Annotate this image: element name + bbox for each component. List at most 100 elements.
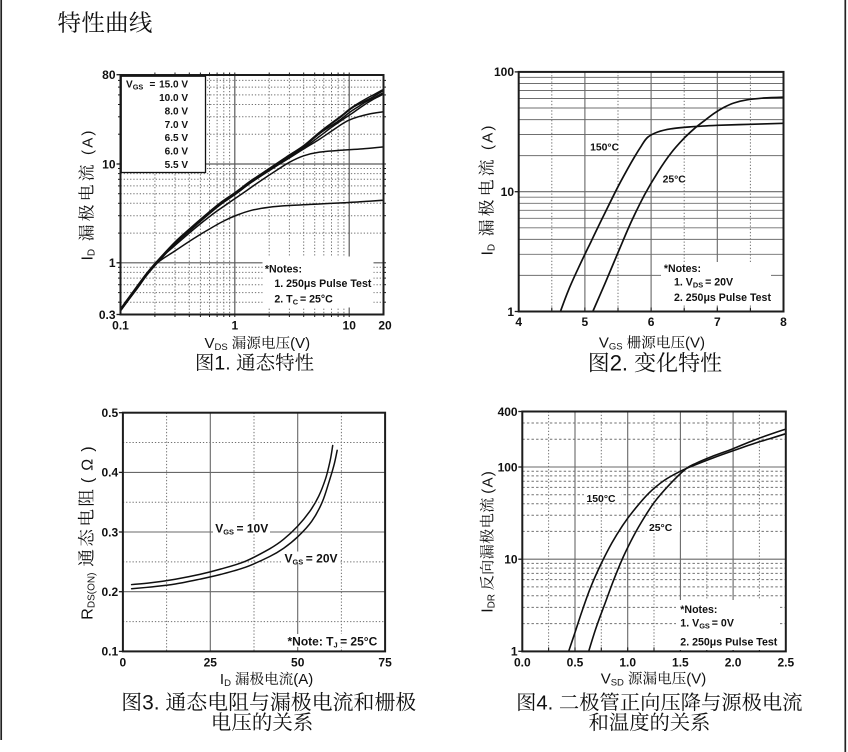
svg-text:V: V: [285, 552, 293, 566]
svg-text:DS(ON): DS(ON): [87, 573, 98, 609]
svg-text:5.5 V: 5.5 V: [165, 160, 189, 171]
svg-text:2. 250μs Pulse Test: 2. 250μs Pulse Test: [680, 636, 777, 648]
svg-text:V: V: [601, 671, 611, 688]
svg-text:2.: 2.: [610, 351, 634, 376]
svg-text:4.: 4.: [536, 693, 559, 715]
svg-text:10.0 V: 10.0 V: [159, 93, 188, 104]
svg-text:25°C: 25°C: [663, 175, 687, 186]
svg-text:D: D: [87, 249, 98, 256]
svg-text:100: 100: [494, 65, 514, 79]
svg-text:= 25°C: = 25°C: [300, 294, 333, 306]
svg-text:3.: 3.: [142, 692, 165, 715]
svg-text:DR: DR: [487, 594, 498, 608]
svg-text:V: V: [215, 521, 223, 535]
svg-text:V: V: [205, 335, 215, 352]
svg-text:(V): (V): [290, 335, 310, 352]
svg-text:I: I: [220, 671, 224, 688]
svg-text:10: 10: [102, 157, 116, 171]
svg-text:100: 100: [498, 460, 518, 474]
svg-text:80: 80: [102, 68, 116, 82]
svg-text:DS: DS: [215, 342, 228, 353]
svg-text:V: V: [599, 335, 609, 352]
svg-text:D: D: [487, 244, 498, 251]
svg-text:150°C: 150°C: [587, 494, 616, 505]
svg-text:0.4: 0.4: [102, 466, 119, 480]
svg-text:J: J: [334, 641, 338, 650]
svg-text:(: (: [80, 477, 97, 483]
svg-text:V: V: [126, 80, 133, 91]
svg-text:7: 7: [714, 315, 721, 329]
svg-text:*Notes:: *Notes:: [680, 604, 717, 616]
svg-text:20: 20: [378, 319, 392, 333]
svg-text:Ω: Ω: [80, 459, 97, 471]
svg-text:= 10V: = 10V: [237, 521, 269, 535]
svg-text:10: 10: [343, 319, 357, 333]
svg-text:50: 50: [291, 655, 305, 669]
svg-text:): ): [80, 446, 97, 451]
svg-text:1.5: 1.5: [672, 655, 689, 669]
svg-text:= 0V: = 0V: [712, 618, 734, 630]
svg-text:(A): (A): [480, 470, 497, 494]
svg-text:6.5 V: 6.5 V: [165, 133, 189, 144]
svg-text:(A): (A): [480, 123, 497, 150]
svg-text:DS: DS: [693, 280, 703, 289]
svg-text:SD: SD: [611, 678, 624, 689]
svg-text:1: 1: [109, 256, 116, 270]
svg-text:2.0: 2.0: [725, 655, 742, 669]
svg-text:0.5: 0.5: [567, 655, 584, 669]
svg-text:15.0 V: 15.0 V: [159, 80, 188, 91]
svg-text:GS: GS: [293, 558, 304, 567]
svg-text:(A): (A): [293, 671, 313, 688]
svg-text:75: 75: [378, 655, 392, 669]
svg-text:0.3: 0.3: [99, 308, 116, 322]
svg-text:2. T: 2. T: [274, 294, 293, 306]
svg-text:GS: GS: [133, 83, 144, 92]
svg-text:1. 250μs Pulse Test: 1. 250μs Pulse Test: [274, 278, 371, 290]
svg-text:2. 250μs Pulse Test: 2. 250μs Pulse Test: [674, 292, 771, 304]
svg-text:(A): (A): [80, 128, 97, 155]
svg-text:8.0 V: 8.0 V: [165, 106, 189, 117]
svg-text:400: 400: [498, 405, 518, 419]
svg-text:= 20V: = 20V: [705, 276, 733, 288]
svg-text:25: 25: [204, 655, 218, 669]
svg-text:6: 6: [648, 315, 655, 329]
svg-text:(V): (V): [685, 335, 705, 352]
svg-text:I: I: [480, 251, 497, 255]
svg-text:1.: 1.: [214, 353, 236, 375]
svg-text:GS: GS: [699, 622, 710, 631]
svg-text:10: 10: [501, 185, 515, 199]
svg-text:0.5: 0.5: [102, 406, 119, 420]
svg-text:I: I: [480, 608, 497, 612]
svg-text:0.3: 0.3: [102, 525, 119, 539]
svg-text:0.1: 0.1: [112, 319, 129, 333]
svg-text:1.0: 1.0: [619, 655, 636, 669]
svg-text:8: 8: [780, 315, 787, 329]
svg-text:0.1: 0.1: [102, 645, 119, 659]
svg-text:GS: GS: [609, 342, 623, 353]
svg-text:= 25°C: = 25°C: [340, 634, 377, 648]
svg-text:10: 10: [504, 553, 518, 567]
svg-text:150°C: 150°C: [590, 143, 619, 154]
svg-text:R: R: [80, 608, 97, 620]
svg-text:I: I: [80, 256, 97, 260]
svg-text:5: 5: [582, 315, 589, 329]
svg-text:0.2: 0.2: [102, 585, 119, 599]
svg-text:1. V: 1. V: [674, 276, 693, 288]
svg-text:*Notes:: *Notes:: [664, 263, 701, 275]
svg-text:*Notes:: *Notes:: [265, 263, 302, 275]
svg-text:(V): (V): [686, 671, 706, 688]
svg-text:4: 4: [515, 315, 522, 329]
svg-text:25°C: 25°C: [649, 523, 673, 534]
svg-text:6.0 V: 6.0 V: [165, 147, 189, 158]
svg-text:7.0 V: 7.0 V: [165, 120, 189, 131]
svg-text:=: =: [150, 80, 156, 91]
svg-text:GS: GS: [223, 528, 234, 537]
svg-text:1: 1: [511, 645, 518, 659]
svg-text:D: D: [224, 678, 231, 689]
svg-text:1: 1: [231, 319, 238, 333]
svg-text:C: C: [293, 298, 299, 307]
svg-text:0.0: 0.0: [514, 655, 531, 669]
svg-text:2.5: 2.5: [777, 655, 794, 669]
svg-text:= 20V: = 20V: [306, 552, 338, 566]
svg-text:*Note: T: *Note: T: [288, 634, 335, 648]
